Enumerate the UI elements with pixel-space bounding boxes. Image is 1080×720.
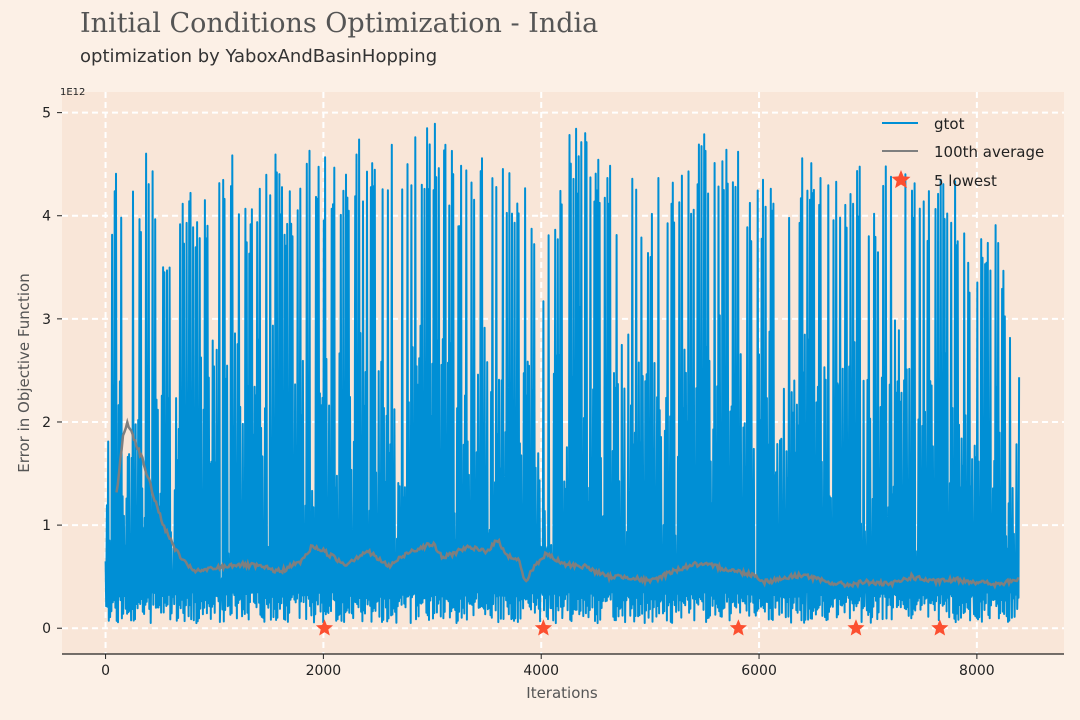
legend-label-5-lowest: 5 lowest xyxy=(934,172,997,190)
legend-label-100th-average: 100th average xyxy=(934,143,1044,161)
x-tick-label: 4000 xyxy=(523,663,559,679)
series-line-gtot xyxy=(104,122,1021,625)
lowest-star-marker xyxy=(534,619,552,636)
y-tick-label: 5 xyxy=(42,106,51,122)
series-layer xyxy=(104,122,1021,625)
lowest-star-marker xyxy=(847,619,865,636)
legend-label-gtot: gtot xyxy=(934,115,965,133)
x-tick-label: 0 xyxy=(101,663,110,679)
y-tick-label: 1 xyxy=(42,518,51,534)
y-tick-label: 3 xyxy=(42,312,51,328)
y-tick-label: 4 xyxy=(42,209,51,225)
y-axis-label: Error in Objective Function xyxy=(15,273,33,472)
legend-swatch-5-lowest xyxy=(891,170,911,189)
lowest-star-marker xyxy=(315,619,333,636)
x-tick-label: 6000 xyxy=(741,663,777,679)
axis-ticks: 0 2000 4000 6000 8000 0 1 2 3 4 5 xyxy=(42,106,995,679)
x-axis-label: Iterations xyxy=(526,684,598,702)
y-tick-label: 0 xyxy=(42,621,51,637)
y-tick-label: 2 xyxy=(42,415,51,431)
lowest-star-marker xyxy=(931,619,949,636)
chart-subtitle: optimization by YaboxAndBasinHopping xyxy=(80,46,438,67)
series-markers-5-lowest xyxy=(315,619,949,636)
y-scale-label: 1E12 xyxy=(60,87,85,98)
chart-title: Initial Conditions Optimization - India xyxy=(80,8,599,39)
lowest-star-marker xyxy=(729,619,747,636)
series-line-100th-average xyxy=(115,417,1020,590)
x-tick-label: 8000 xyxy=(959,663,995,679)
x-tick-label: 2000 xyxy=(306,663,342,679)
legend: gtot 100th average 5 lowest xyxy=(882,115,1044,190)
